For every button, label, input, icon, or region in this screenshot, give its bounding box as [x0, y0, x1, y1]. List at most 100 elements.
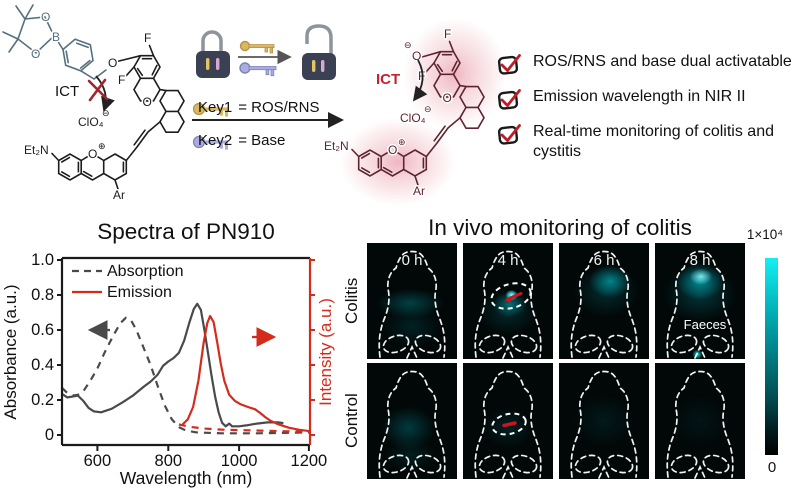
checkbox-checked-icon — [497, 124, 521, 145]
row-label-control: Control — [342, 393, 361, 449]
charge-symbol: ⊖ — [404, 40, 412, 50]
atom-label: O — [88, 147, 97, 161]
mouse-image-control-8h — [655, 363, 745, 479]
atom-label: O — [31, 47, 40, 61]
legend-label-absorption: Absorption — [107, 263, 184, 280]
mouse-outline — [655, 363, 745, 479]
spectra-svg: Spectra of PN910 0 0.2 0.4 0.6 0.8 1.0 6… — [1, 219, 335, 488]
legend-label-emission: Emission — [107, 284, 172, 301]
atom-label: F — [418, 69, 425, 83]
boronate-benzyl-group — [2, 4, 107, 80]
svg-text:0.4: 0.4 — [31, 356, 54, 374]
mouse-image-colitis-4h: 4 h — [463, 243, 553, 359]
substituent-label: Et₂N — [24, 143, 49, 157]
blocked-x-icon — [87, 78, 109, 102]
colorbar-min-label: 0 — [767, 459, 777, 476]
right-axis-ticks — [310, 259, 315, 436]
key1-name: Key1 — [198, 98, 233, 116]
lock-key-scheme — [192, 24, 344, 128]
mouse-image-control-0h — [367, 363, 457, 479]
checklist-item: Real-time monitoring of colitis and cyst… — [497, 122, 797, 162]
open-lock-icon — [302, 24, 336, 80]
atom-label: F — [118, 73, 125, 87]
key1-row: Key1 = ROS/RNS — [192, 98, 320, 117]
atom-label: O — [388, 143, 397, 157]
checkbox-checked-icon — [497, 89, 521, 110]
counterion-label: ClO₄ — [78, 115, 104, 129]
series-emission-solid-red — [180, 314, 309, 433]
svg-text:600: 600 — [84, 452, 112, 470]
activated-probe-structure: O ⊖ F F O ClO₄ ⊖ O ⊕ Et₂N Ar ICT — [323, 26, 485, 200]
purple-key-icon — [239, 62, 277, 77]
charge-symbol: ⊖ — [102, 108, 110, 118]
series-absorption-dashed-gray — [63, 316, 309, 435]
y-tick-labels: 0 0.2 0.4 0.6 0.8 1.0 — [31, 251, 54, 444]
spectra-chart: Spectra of PN910 0 0.2 0.4 0.6 0.8 1.0 6… — [0, 213, 345, 490]
reaction-scheme: O O B O F F O ClO₄ ⊖ O ⊕ Et₂N Ar ICT — [2, 4, 507, 206]
ict-arrow-right — [412, 59, 428, 102]
x-axis-label: Wavelength (nm) — [120, 468, 253, 488]
charge-symbol: ⊕ — [98, 141, 106, 151]
atom-label: F — [144, 31, 151, 45]
atom-label: O — [412, 49, 421, 63]
roi-marker — [490, 282, 532, 310]
atom-label: O — [41, 10, 50, 24]
svg-text:0.8: 0.8 — [31, 286, 54, 304]
svg-text:1200: 1200 — [291, 452, 328, 470]
legend: Absorption Emission — [72, 263, 184, 301]
checklist-item-text: ROS/RNS and base dual activatable — [533, 53, 792, 70]
x-tick-labels: 600 800 1000 1200 — [84, 452, 328, 470]
plot-frame — [60, 256, 310, 447]
svg-text:0.6: 0.6 — [31, 321, 54, 339]
svg-text:1.0: 1.0 — [31, 251, 54, 269]
atom-label: F — [444, 27, 451, 41]
svg-text:0.2: 0.2 — [31, 391, 54, 409]
ict-label-left: ICT — [55, 83, 79, 100]
y-axis-label-right: Intensity (a.u.) — [316, 298, 335, 406]
mouse-image-colitis-8h: 8 h Faeces — [655, 243, 745, 359]
gold-key-icon — [239, 40, 275, 54]
purple-key-icon — [192, 135, 228, 150]
mouse-image-colitis-6h: 6 h — [559, 243, 649, 359]
atom-label: O — [143, 95, 152, 109]
atom-label: O — [443, 91, 452, 105]
intensity-colorbar — [765, 258, 778, 455]
time-label: 6 h — [593, 252, 615, 269]
svg-text:1000: 1000 — [221, 452, 258, 470]
key1-value: = ROS/RNS — [238, 98, 320, 116]
feature-checklist: ROS/RNS and base dual activatable Emissi… — [497, 52, 797, 173]
checklist-item: Emission wavelength in NIR II — [497, 87, 797, 111]
faeces-annotation: Faeces — [683, 317, 727, 332]
svg-text:800: 800 — [155, 452, 183, 470]
x-axis-ticks — [96, 445, 310, 451]
time-label: 8 h — [689, 252, 711, 269]
ict-label-right: ICT — [376, 71, 400, 88]
checkbox-checked-icon — [497, 54, 521, 75]
atom-label: O — [108, 56, 117, 70]
mouse-image-colitis-0h: 0 h — [367, 243, 457, 359]
mouse-outline — [367, 363, 457, 479]
substituent-label: Ar — [113, 188, 125, 202]
colorbar-max-label: 1×10⁴ — [746, 227, 784, 242]
spectra-title: Spectra of PN910 — [97, 219, 275, 244]
spectra-curves — [63, 302, 309, 435]
invivo-title: In vivo monitoring of colitis — [428, 215, 692, 240]
row-label-colitis: Colitis — [342, 277, 361, 325]
caged-probe-structure: O O B O F F O ClO₄ ⊖ O ⊕ Et₂N Ar ICT — [2, 4, 185, 204]
series-absorption-solid-gray — [63, 302, 284, 428]
mouse-image-control-6h — [559, 363, 649, 479]
checklist-item: ROS/RNS and base dual activatable — [497, 52, 797, 76]
charge-symbol: ⊕ — [398, 137, 406, 147]
y-axis-label-left: Absorbance (a.u.) — [1, 284, 20, 419]
gold-key-icon — [192, 102, 228, 117]
key2-row: Key2 = Base — [192, 131, 285, 150]
checklist-item-text: Real-time monitoring of colitis and cyst… — [533, 123, 774, 160]
checklist-item-text: Emission wavelength in NIR II — [533, 88, 746, 105]
counterion-label: ClO₄ — [400, 111, 426, 125]
time-label: 4 h — [497, 252, 519, 269]
svg-text:0: 0 — [45, 426, 54, 444]
series-emission-dashed-red — [178, 423, 309, 433]
atom-label: B — [52, 30, 60, 44]
charge-symbol: ⊖ — [424, 104, 432, 114]
